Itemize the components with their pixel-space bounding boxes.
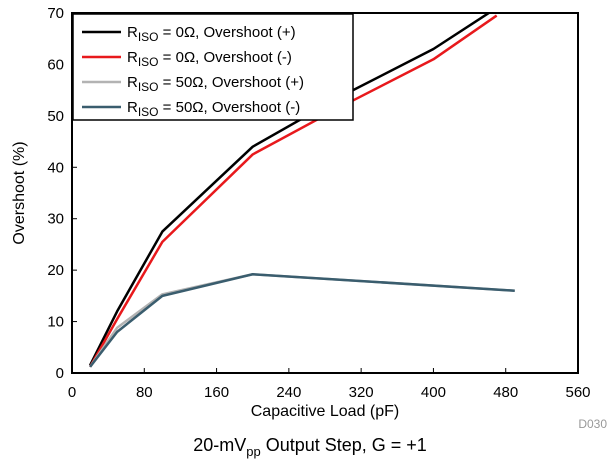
- legend-label-rest: = 50Ω, Overshoot (+): [159, 74, 304, 91]
- legend-label-1: RISO = 0Ω, Overshoot (+): [127, 24, 296, 44]
- caption-pre: 20-mV: [193, 435, 246, 455]
- y-axis-title: Overshoot (%): [11, 141, 28, 244]
- legend-label-3: RISO = 50Ω, Overshoot (+): [127, 74, 304, 94]
- y-tick-label: 50: [47, 108, 64, 125]
- legend-label-subscript: ISO: [138, 105, 159, 119]
- axis-ticks: 0 80 160 240 320 400 480 560 0 10 20 30 40 50 60 70: [47, 5, 590, 401]
- x-tick-label: 560: [565, 384, 590, 401]
- x-tick-label: 0: [68, 384, 76, 401]
- legend-label-rest: = 0Ω, Overshoot (-): [159, 49, 292, 66]
- x-tick-label: 80: [136, 384, 153, 401]
- y-tick-label: 20: [47, 262, 64, 279]
- series-line-4: [89, 273, 515, 368]
- x-axis-title: Capacitive Load (pF): [251, 403, 400, 420]
- x-tick-label: 240: [276, 384, 301, 401]
- legend-label-subscript: ISO: [138, 80, 159, 94]
- plot-frame: [71, 12, 579, 374]
- legend-label-rest: = 0Ω, Overshoot (+): [159, 24, 296, 41]
- legend-label-rest: = 50Ω, Overshoot (-): [159, 99, 301, 116]
- legend-label-main: R: [127, 99, 138, 116]
- legend-label-main: R: [127, 49, 138, 66]
- y-tick-label: 0: [56, 365, 64, 382]
- series-line-2: [88, 14, 498, 368]
- x-tick-label: 160: [204, 384, 229, 401]
- legend-label-subscript: ISO: [138, 55, 159, 69]
- y-tick-label: 60: [47, 56, 64, 73]
- series-line-3: [89, 273, 515, 368]
- y-tick-label: 30: [47, 211, 64, 228]
- series-line-1: [88, 13, 492, 366]
- y-tick-label: 40: [47, 159, 64, 176]
- legend-label-2: RISO = 0Ω, Overshoot (-): [127, 49, 292, 69]
- caption-post: Output Step, G = +1: [261, 435, 427, 455]
- y-tick-label: 70: [47, 5, 64, 22]
- y-tick-label: 10: [47, 314, 64, 331]
- legend-label-4: RISO = 50Ω, Overshoot (-): [127, 99, 300, 119]
- x-tick-label: 320: [349, 384, 374, 401]
- figure-code: D030: [578, 417, 607, 431]
- caption-sub: pp: [246, 444, 260, 459]
- legend: RISO = 0Ω, Overshoot (+)RISO = 0Ω, Overs…: [72, 13, 354, 121]
- legend-label-main: R: [127, 74, 138, 91]
- series-lines: [88, 13, 515, 368]
- legend-label-subscript: ISO: [138, 30, 159, 44]
- chart-caption: 20-mVpp Output Step, G = +1: [193, 435, 427, 459]
- x-tick-label: 480: [493, 384, 518, 401]
- x-tick-label: 400: [421, 384, 446, 401]
- legend-label-main: R: [127, 24, 138, 41]
